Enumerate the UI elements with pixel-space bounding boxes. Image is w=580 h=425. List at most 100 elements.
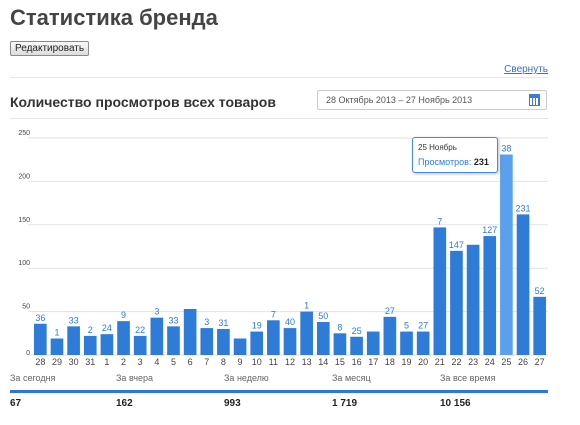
x-tick-label: 30 — [69, 357, 79, 367]
x-tick-label: 31 — [85, 357, 95, 367]
bar[interactable] — [366, 331, 380, 355]
x-tick-label: 21 — [435, 357, 445, 367]
stat-value: 67 — [10, 398, 22, 409]
x-tick-label: 27 — [535, 357, 545, 367]
data-label: 1 — [304, 301, 309, 311]
x-tick-label: 22 — [451, 357, 461, 367]
bar[interactable] — [117, 321, 130, 355]
bar[interactable] — [150, 317, 164, 355]
divider — [10, 118, 548, 119]
y-tick-label: 250 — [18, 130, 30, 137]
x-tick-label: 19 — [402, 357, 412, 367]
x-tick-label: 20 — [418, 357, 428, 367]
bar[interactable] — [200, 328, 214, 355]
x-tick-label: 25 — [501, 357, 511, 367]
x-tick-label: 4 — [154, 357, 159, 367]
divider — [10, 77, 548, 78]
collapse-link[interactable]: Свернуть — [504, 64, 548, 75]
x-tick-label: 11 — [269, 357, 278, 367]
data-label: 5 — [404, 321, 409, 331]
bar[interactable] — [233, 338, 247, 355]
data-label: 2 — [88, 325, 93, 335]
data-label: 50 — [318, 311, 328, 321]
data-label: 147 — [449, 240, 464, 250]
x-tick-label: 6 — [188, 357, 193, 367]
data-label: 1 — [54, 328, 59, 338]
data-label: 33 — [69, 315, 79, 325]
bar[interactable] — [433, 227, 447, 355]
bar[interactable] — [100, 334, 114, 355]
data-label: 22 — [135, 325, 145, 335]
bar[interactable] — [333, 333, 347, 355]
bar[interactable] — [167, 326, 180, 355]
stat-label: За неделю — [224, 373, 269, 383]
bar[interactable] — [533, 296, 546, 355]
x-tick-label: 13 — [302, 357, 312, 367]
stat-label: За сегодня — [10, 373, 56, 383]
data-label: 3 — [204, 317, 209, 327]
data-label: 7 — [271, 309, 276, 319]
tooltip-number: 231 — [473, 157, 489, 167]
bar[interactable] — [483, 236, 497, 355]
y-tick-label: 0 — [26, 350, 30, 357]
data-label: 24 — [102, 323, 112, 333]
x-tick-label: 24 — [485, 357, 495, 367]
chart-bars — [34, 154, 546, 355]
x-tick-label: 26 — [518, 357, 528, 367]
x-tick-label: 16 — [352, 357, 362, 367]
y-tick-label: 100 — [18, 260, 30, 267]
bar[interactable] — [133, 335, 147, 355]
bar[interactable] — [83, 335, 97, 355]
stat-label: За вчера — [116, 373, 154, 383]
bar[interactable] — [50, 338, 64, 355]
stat-label: За месяц — [332, 373, 371, 383]
x-tick-label: 23 — [468, 357, 478, 367]
bar[interactable] — [450, 250, 463, 355]
x-tick-label: 18 — [385, 357, 395, 367]
chart-y-ticks: 0 50 100 150 200 250 — [18, 130, 30, 357]
data-label: 52 — [535, 286, 545, 296]
bar[interactable] — [516, 214, 530, 355]
bar[interactable] — [350, 336, 363, 355]
bar[interactable] — [67, 326, 80, 355]
data-label: 25 — [352, 326, 362, 336]
data-label: 7 — [437, 216, 442, 226]
bar[interactable] — [283, 328, 297, 355]
bar[interactable] — [250, 331, 264, 355]
date-range-picker[interactable]: 28 Октябрь 2013 – 27 Ноябрь 2013 — [317, 90, 547, 110]
data-label: 8 — [337, 322, 342, 332]
x-tick-label: 7 — [204, 357, 209, 367]
bar[interactable] — [383, 316, 397, 355]
data-label: 31 — [218, 318, 228, 328]
x-tick-label: 9 — [238, 357, 243, 367]
bar[interactable] — [183, 308, 197, 355]
x-tick-label: 12 — [285, 357, 295, 367]
tooltip-date: 25 Ноябрь — [418, 143, 457, 152]
bar[interactable] — [466, 244, 480, 355]
chart-x-ticks: 28 29 30 31 1 2 3 4 5 6 7 8 9 10 11 12 13 14 15 16 17 18 19 20 2… — [35, 357, 544, 367]
x-tick-label: 15 — [335, 357, 345, 367]
bar[interactable] — [500, 154, 513, 355]
stat-value: 993 — [224, 398, 241, 409]
x-tick-label: 29 — [52, 357, 62, 367]
bar[interactable] — [267, 320, 280, 355]
tooltip-value: Просмотров: 231 — [418, 157, 489, 167]
x-tick-label: 5 — [171, 357, 176, 367]
bar[interactable] — [300, 311, 313, 355]
data-label: 33 — [168, 315, 178, 325]
bar[interactable] — [400, 331, 413, 355]
calendar-icon[interactable] — [529, 94, 540, 106]
bar[interactable] — [34, 323, 47, 355]
x-tick-label: 10 — [252, 357, 262, 367]
bar[interactable] — [217, 328, 230, 355]
edit-button[interactable]: Редактировать — [10, 41, 90, 56]
date-range-value: 28 Октябрь 2013 – 27 Ноябрь 2013 — [326, 95, 473, 105]
section-title: Количество просмотров всех товаров — [10, 94, 276, 110]
y-tick-label: 150 — [18, 217, 30, 224]
stat-value: 10 156 — [440, 398, 471, 409]
bar[interactable] — [316, 322, 330, 355]
data-label: 19 — [252, 321, 262, 331]
bar[interactable] — [416, 331, 430, 355]
